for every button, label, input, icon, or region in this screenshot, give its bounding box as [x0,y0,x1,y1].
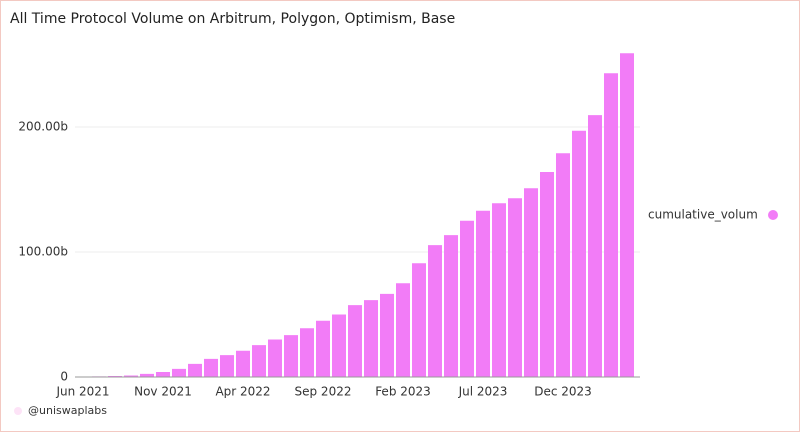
bar [220,355,234,377]
x-tick-label: Sep 2022 [295,385,352,399]
bar [268,339,282,377]
bar [476,210,490,377]
bar [348,305,362,377]
bar [188,363,202,377]
bar [252,345,266,377]
bar [316,320,330,377]
bar [204,358,218,377]
bar [412,263,426,377]
bar [508,198,522,377]
bar [428,245,442,377]
bar [460,220,474,377]
y-tick-label: 200.00b [18,120,68,134]
bar [156,372,170,377]
x-tick-label: Nov 2021 [134,385,192,399]
bar [524,188,538,377]
x-tick-label: Jul 2023 [458,385,508,399]
bar [540,172,554,377]
bar [396,283,410,377]
x-tick-label: Apr 2022 [215,385,270,399]
x-tick-label: Jun 2021 [55,385,109,399]
chart-title: All Time Protocol Volume on Arbitrum, Po… [10,11,455,27]
bar [380,293,394,377]
x-tick-label: Feb 2023 [375,385,431,399]
bar [124,375,138,377]
bar [492,203,506,377]
bar [140,373,154,377]
bar [620,53,634,377]
bar [588,115,602,377]
footer-icon [14,407,22,415]
bar [172,368,186,377]
bar [284,335,298,377]
legend-label: cumulative_volum [648,208,758,222]
bar [572,130,586,377]
footer: @uniswaplabs [28,404,107,417]
bar [236,350,250,377]
legend-swatch [768,210,778,220]
bar [300,328,314,377]
bar [444,235,458,377]
x-tick-label: Dec 2023 [534,385,592,399]
y-tick-label: 100.00b [18,245,68,259]
y-tick-label: 0 [60,370,68,384]
bar [604,73,618,377]
bar [556,153,570,377]
bar [364,300,378,377]
bar [332,314,346,377]
